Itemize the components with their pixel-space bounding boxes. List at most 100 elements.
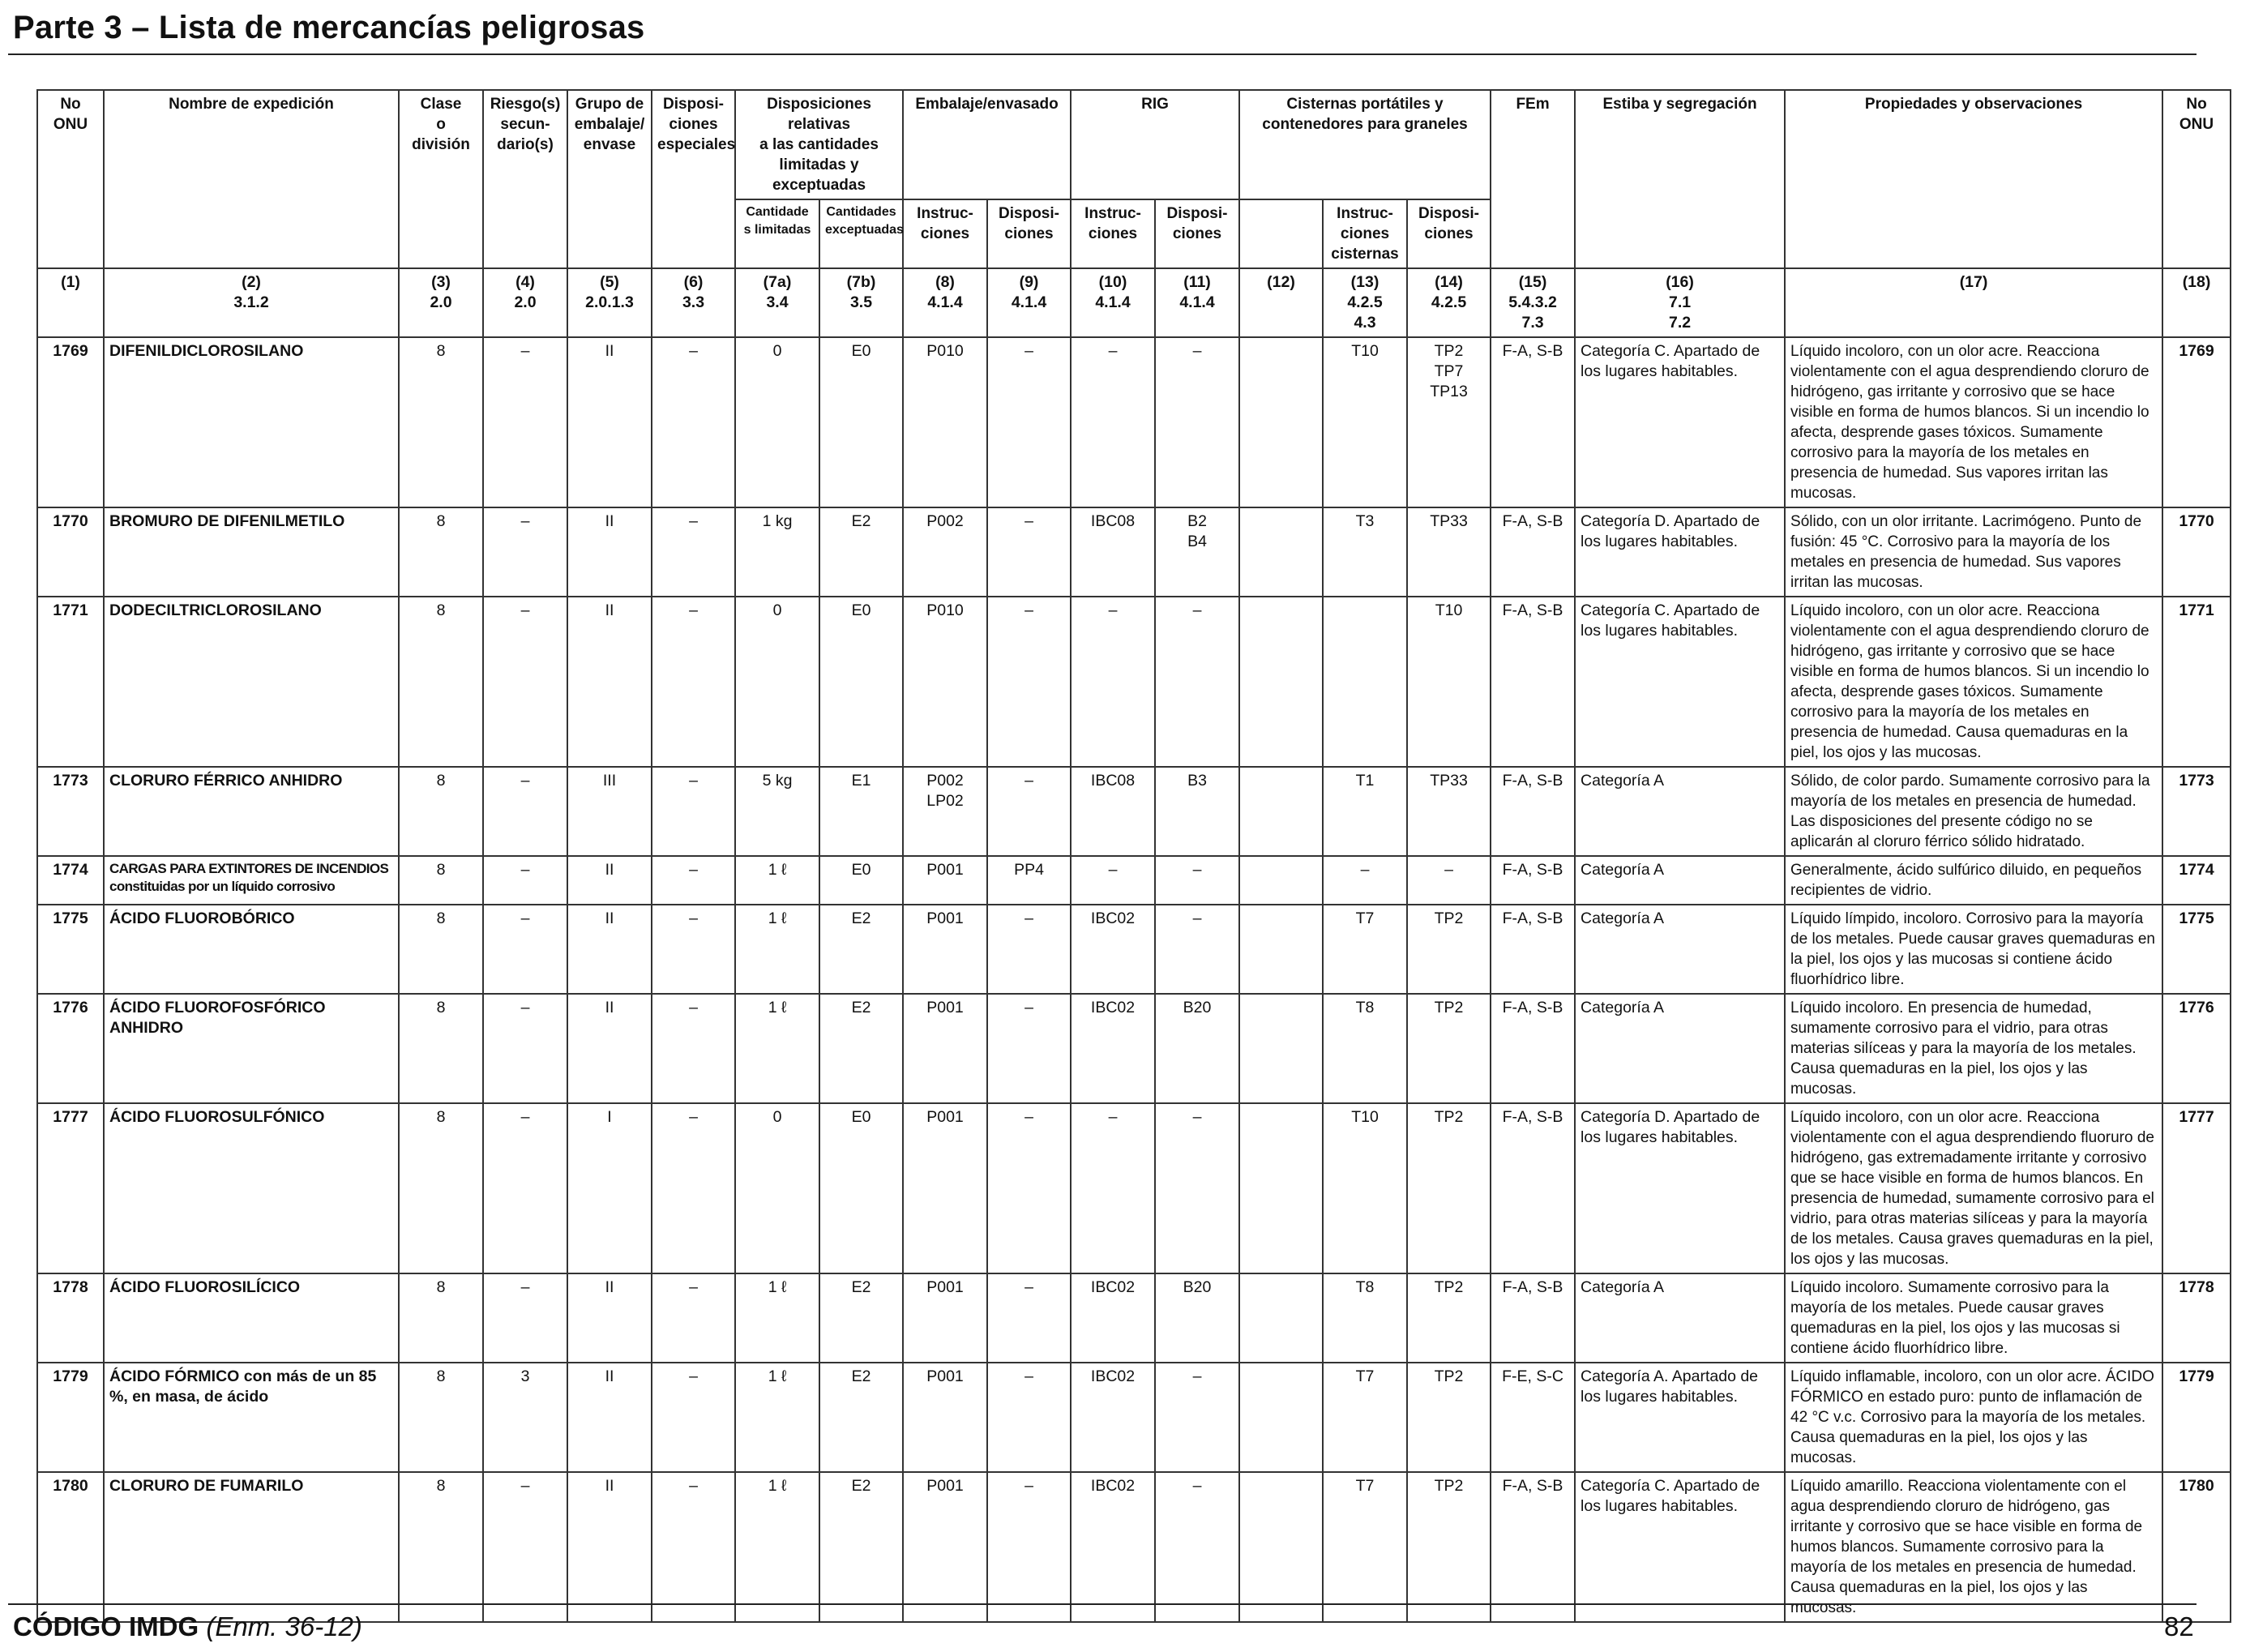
- class-cell: 8: [398, 766, 484, 857]
- ibc-instruction-cell: –: [1070, 336, 1157, 508]
- packing-provision-cell: –: [986, 904, 1072, 995]
- un-cell: 1771: [36, 596, 105, 768]
- un-end-cell: 1777: [2162, 1102, 2232, 1274]
- header-special-provisions: Disposi- ciones especiales: [651, 89, 736, 269]
- column-number: (15) 5.4.3.2 7.3: [1490, 267, 1576, 338]
- name-cell: DODECILTRICLOROSILANO: [103, 596, 400, 768]
- tank-instruction-cell: T7: [1322, 1471, 1409, 1623]
- tank-provision-cell: TP2: [1406, 1362, 1492, 1473]
- packing-group-cell: II: [567, 507, 652, 597]
- packing-instruction-cell: P001: [902, 1102, 989, 1274]
- header-un-no: No ONU: [36, 89, 105, 269]
- class-cell: 8: [398, 855, 484, 905]
- column-number: (8) 4.1.4: [902, 267, 989, 338]
- packing-group-cell: II: [567, 904, 652, 995]
- properties-cell: Líquido incoloro, con un olor acre. Reac…: [1784, 336, 2164, 508]
- un-end-cell: 1770: [2162, 507, 2232, 597]
- limited-quantity-cell: 1 ℓ: [734, 904, 820, 995]
- tank-instruction-cell: T1: [1322, 766, 1409, 857]
- stowage-cell: Categoría C. Apartado de los lugares hab…: [1574, 596, 1786, 768]
- ems-cell: F-A, S-B: [1490, 1102, 1576, 1274]
- un-end-cell: 1778: [2162, 1273, 2232, 1363]
- un-end-cell: 1769: [2162, 336, 2232, 508]
- tank-provision-cell: TP33: [1406, 766, 1492, 857]
- tank-instruction-cell: T3: [1322, 507, 1409, 597]
- column-12-cell: [1238, 1362, 1324, 1473]
- header-packing-group: Grupo de embalaje/ envase: [567, 89, 652, 269]
- column-number: (7a) 3.4: [734, 267, 820, 338]
- un-cell: 1777: [36, 1102, 105, 1274]
- limited-quantity-cell: 1 ℓ: [734, 1362, 820, 1473]
- name-cell: ÁCIDO FLUOROSULFÓNICO: [103, 1102, 400, 1274]
- column-number: (2) 3.1.2: [103, 267, 400, 338]
- special-provisions-cell: –: [651, 596, 736, 768]
- name-cell: CLORURO FÉRRICO ANHIDRO: [103, 766, 400, 857]
- un-end-cell: 1779: [2162, 1362, 2232, 1473]
- packing-group-cell: I: [567, 1102, 652, 1274]
- column-number: (6) 3.3: [651, 267, 736, 338]
- ibc-provision-cell: –: [1154, 904, 1241, 995]
- name-cell: ÁCIDO FLUOROFOSFÓRICO ANHIDRO: [103, 993, 400, 1104]
- un-cell: 1776: [36, 993, 105, 1104]
- page-number: 82: [2164, 1611, 2194, 1641]
- packing-provision-cell: –: [986, 1102, 1072, 1274]
- ibc-instruction-cell: IBC02: [1070, 993, 1157, 1104]
- name-cell: DIFENILDICLOROSILANO: [103, 336, 400, 508]
- properties-cell: Líquido límpido, incoloro. Corrosivo par…: [1784, 904, 2164, 995]
- header-packing-instructions: Instruc- ciones: [902, 199, 989, 269]
- stowage-cell: Categoría C. Apartado de los lugares hab…: [1574, 336, 1786, 508]
- table-row: 1777 ÁCIDO FLUOROSULFÓNICO 8– I –0 E0 P001– – – T…: [36, 1102, 2232, 1274]
- column-number: (7b) 3.5: [818, 267, 905, 338]
- header-excepted-quantities: Cantidades exceptuadas: [818, 199, 905, 269]
- tank-instruction-cell: T8: [1322, 993, 1409, 1104]
- column-number: (5) 2.0.1.3: [567, 267, 652, 338]
- ibc-provision-cell: –: [1154, 1102, 1241, 1274]
- column-number-row: (1) (2) 3.1.2 (3) 2.0 (4) 2.0 (5) 2.0.1.…: [36, 267, 2232, 338]
- excepted-quantity-cell: E2: [818, 1471, 905, 1623]
- excepted-quantity-cell: E2: [818, 507, 905, 597]
- class-cell: 8: [398, 507, 484, 597]
- stowage-cell: Categoría C. Apartado de los lugares hab…: [1574, 1471, 1786, 1623]
- ems-cell: F-A, S-B: [1490, 855, 1576, 905]
- header-stowage: Estiba y segregación: [1574, 89, 1786, 269]
- packing-provision-cell: –: [986, 766, 1072, 857]
- column-number: (14) 4.2.5: [1406, 267, 1492, 338]
- header-class: Clase o división: [398, 89, 484, 269]
- column-12-cell: [1238, 855, 1324, 905]
- subsidiary-risk-cell: –: [482, 1273, 568, 1363]
- properties-cell: Líquido inflamable, incoloro, con un olo…: [1784, 1362, 2164, 1473]
- subsidiary-risk-cell: –: [482, 904, 568, 995]
- special-provisions-cell: –: [651, 1273, 736, 1363]
- packing-group-cell: II: [567, 993, 652, 1104]
- ibc-instruction-cell: IBC02: [1070, 904, 1157, 995]
- ems-cell: F-A, S-B: [1490, 507, 1576, 597]
- excepted-quantity-cell: E0: [818, 336, 905, 508]
- excepted-quantity-cell: E0: [818, 596, 905, 768]
- ems-cell: F-A, S-B: [1490, 1471, 1576, 1623]
- subsidiary-risk-cell: 3: [482, 1362, 568, 1473]
- packing-group-cell: III: [567, 766, 652, 857]
- limited-quantity-cell: 0: [734, 336, 820, 508]
- packing-instruction-cell: P001: [902, 855, 989, 905]
- header-packing-provisions: Disposi- ciones: [986, 199, 1072, 269]
- stowage-cell: Categoría A: [1574, 993, 1786, 1104]
- column-number: (16) 7.1 7.2: [1574, 267, 1786, 338]
- column-number: (17): [1784, 267, 2164, 338]
- properties-cell: Líquido incoloro, con un olor acre. Reac…: [1784, 1102, 2164, 1274]
- table-row: 1770 BROMURO DE DIFENILMETILO 8– II –1 kg E2 P…: [36, 507, 2232, 597]
- page-title: Parte 3 – Lista de mercancías peligrosas: [13, 10, 645, 45]
- column-number: (4) 2.0: [482, 267, 568, 338]
- header-shipping-name: Nombre de expedición: [103, 89, 400, 269]
- excepted-quantity-cell: E0: [818, 855, 905, 905]
- special-provisions-cell: –: [651, 766, 736, 857]
- packing-group-cell: II: [567, 596, 652, 768]
- table-row: 1771 DODECILTRICLOROSILANO 8– II –0 E0 P010– – –…: [36, 596, 2232, 768]
- ibc-instruction-cell: –: [1070, 596, 1157, 768]
- footer-amendment: (Enm. 36-12): [206, 1611, 362, 1641]
- header-properties: Propiedades y observaciones: [1784, 89, 2164, 269]
- limited-quantity-cell: 1 ℓ: [734, 855, 820, 905]
- tank-instruction-cell: T7: [1322, 904, 1409, 995]
- header-row-2: Cantidade s limitadas Cantidades exceptu…: [37, 199, 2231, 269]
- properties-cell: Líquido incoloro. Sumamente corrosivo pa…: [1784, 1273, 2164, 1363]
- ems-cell: F-A, S-B: [1490, 1273, 1576, 1363]
